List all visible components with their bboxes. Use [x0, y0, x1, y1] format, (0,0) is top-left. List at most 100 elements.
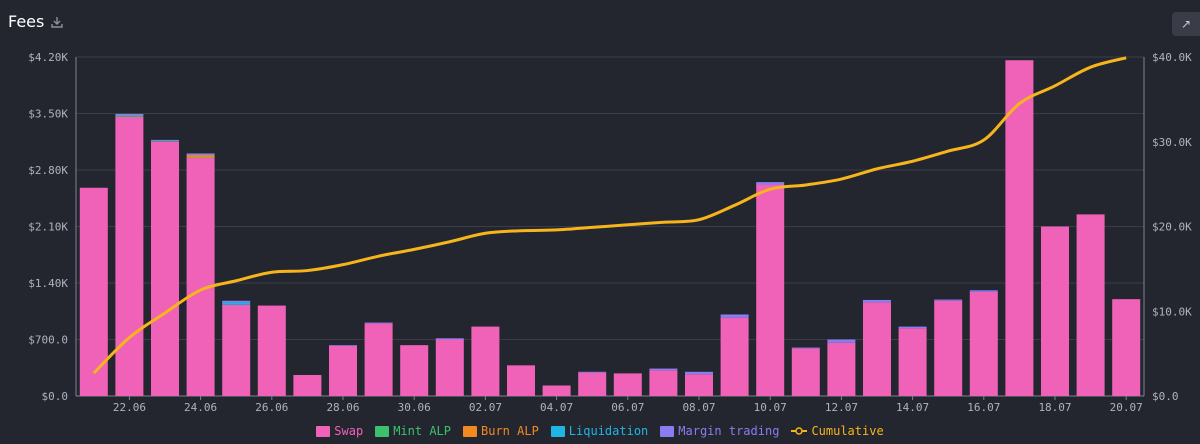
bar-mint_alp: [186, 157, 215, 158]
bar-margin_trading: [898, 326, 927, 329]
bar-margin_trading: [649, 368, 678, 371]
bar-swap: [1112, 299, 1141, 396]
x-tick-label: 12.07: [825, 401, 858, 414]
y-right-tick-label: $40.0K: [1152, 51, 1192, 64]
legend-line-swatch: [791, 425, 808, 437]
bar-mint_alp: [151, 141, 179, 142]
y-left-tick-label: $3.50K: [28, 108, 68, 121]
bar-swap: [613, 373, 642, 396]
download-icon[interactable]: [50, 15, 64, 29]
legend-item-liquidation[interactable]: Liquidation: [550, 424, 649, 438]
bar-liquidation: [222, 302, 251, 305]
cumulative-line: [92, 56, 1127, 375]
bar-mint_alp: [115, 115, 144, 117]
x-tick-label: 22.06: [113, 401, 146, 414]
x-tick-label: 02.07: [469, 401, 502, 414]
bar-swap: [863, 302, 891, 396]
x-tick-label: 06.07: [611, 401, 644, 414]
bar-swap: [435, 339, 464, 396]
bar-swap: [471, 326, 500, 396]
x-tick-label: 10.07: [754, 401, 787, 414]
y-right-tick-label: $10.0K: [1152, 305, 1192, 318]
x-tick-label: 28.06: [326, 401, 359, 414]
bar-margin_trading: [222, 300, 251, 303]
x-tick-label: 16.07: [967, 401, 1000, 414]
legend-label: Liquidation: [568, 424, 649, 438]
legend-item-mint_alp[interactable]: Mint ALP: [375, 424, 451, 438]
legend-label: Mint ALP: [393, 424, 451, 438]
legend-item-swap[interactable]: Swap: [316, 424, 363, 438]
legend-label: Cumulative: [811, 424, 884, 438]
bar-margin_trading: [791, 347, 820, 349]
x-tick-label: 14.07: [896, 401, 929, 414]
bar-swap: [293, 375, 322, 396]
bar-margin_trading: [435, 338, 464, 340]
bar-swap: [222, 304, 251, 396]
y-left-tick-label: $700.0: [28, 334, 68, 347]
bar-margin_trading: [934, 299, 963, 301]
expand-icon[interactable]: ↗: [1172, 12, 1200, 36]
legend-swatch: [463, 425, 477, 437]
bar-margin_trading: [969, 290, 998, 292]
legend-label: Burn ALP: [481, 424, 539, 438]
y-left-tick-label: $0.0: [42, 390, 69, 403]
bar-swap: [898, 328, 927, 396]
legend-label: Swap: [334, 424, 364, 438]
bar-swap: [329, 345, 357, 396]
chart-legend: Swap Mint ALP Burn ALP Liquidation Margin tr…: [0, 424, 1200, 438]
x-tick-label: 30.06: [398, 401, 431, 414]
bar-margin_trading: [186, 153, 215, 156]
y-right-tick-label: $20.0K: [1152, 221, 1192, 234]
x-tick-label: 18.07: [1038, 401, 1071, 414]
bar-margin_trading: [863, 299, 891, 303]
y-right-tick-label: $0.0: [1152, 390, 1179, 403]
bar-swap: [791, 348, 820, 396]
bar-swap: [1076, 214, 1105, 396]
bar-margin_trading: [115, 113, 144, 116]
legend-swatch: [316, 425, 331, 437]
bar-swap: [364, 323, 393, 396]
bar-margin_trading: [151, 139, 179, 142]
bar-swap: [827, 342, 856, 396]
bar-swap: [756, 184, 785, 396]
y-left-tick-label: $4.20K: [28, 51, 68, 64]
bar-swap: [186, 157, 215, 396]
bar-swap: [115, 116, 144, 396]
bar-swap: [400, 345, 429, 396]
chart-title: Fees: [8, 12, 45, 31]
y-left-tick-label: $2.10K: [28, 221, 68, 234]
legend-item-cumulative[interactable]: Cumulative: [791, 424, 884, 438]
bar-swap: [1041, 226, 1069, 396]
legend-item-burn_alp[interactable]: Burn ALP: [463, 424, 539, 438]
bar-burn_alp: [186, 155, 215, 158]
bar-swap: [934, 300, 963, 396]
bar-swap: [720, 317, 749, 396]
bar-margin_trading: [756, 182, 785, 185]
legend-swatch: [660, 425, 675, 437]
bar-swap: [257, 305, 286, 396]
bar-swap: [1005, 60, 1034, 396]
bar-margin_trading: [578, 371, 607, 373]
x-tick-label: 04.07: [540, 401, 573, 414]
bar-swap: [649, 370, 678, 396]
bar-margin_trading: [720, 314, 749, 318]
legend-item-margin_trading[interactable]: Margin trading: [660, 424, 779, 438]
x-tick-label: 26.06: [255, 401, 288, 414]
fees-chart: $0.0 $700.0 $1.40K $2.10K $2.80K $3.50K $4.20K…: [28, 51, 1192, 414]
bar-swap: [542, 385, 571, 396]
bar-margin_trading: [364, 322, 393, 324]
bar-margin_trading: [329, 345, 357, 346]
bar-swap: [969, 291, 998, 396]
bar-swap: [507, 365, 535, 396]
y-right-tick-label: $30.0K: [1152, 136, 1192, 149]
bar-margin_trading: [827, 339, 856, 343]
x-tick-label: 24.06: [184, 401, 217, 414]
bar-swap: [151, 141, 179, 396]
bar-swap: [685, 374, 713, 396]
legend-label: Margin trading: [678, 424, 780, 438]
x-tick-label: 08.07: [682, 401, 715, 414]
legend-swatch: [375, 425, 390, 437]
legend-swatch: [550, 425, 565, 437]
bar-swap: [578, 372, 607, 396]
x-tick-label: 20.07: [1110, 401, 1143, 414]
